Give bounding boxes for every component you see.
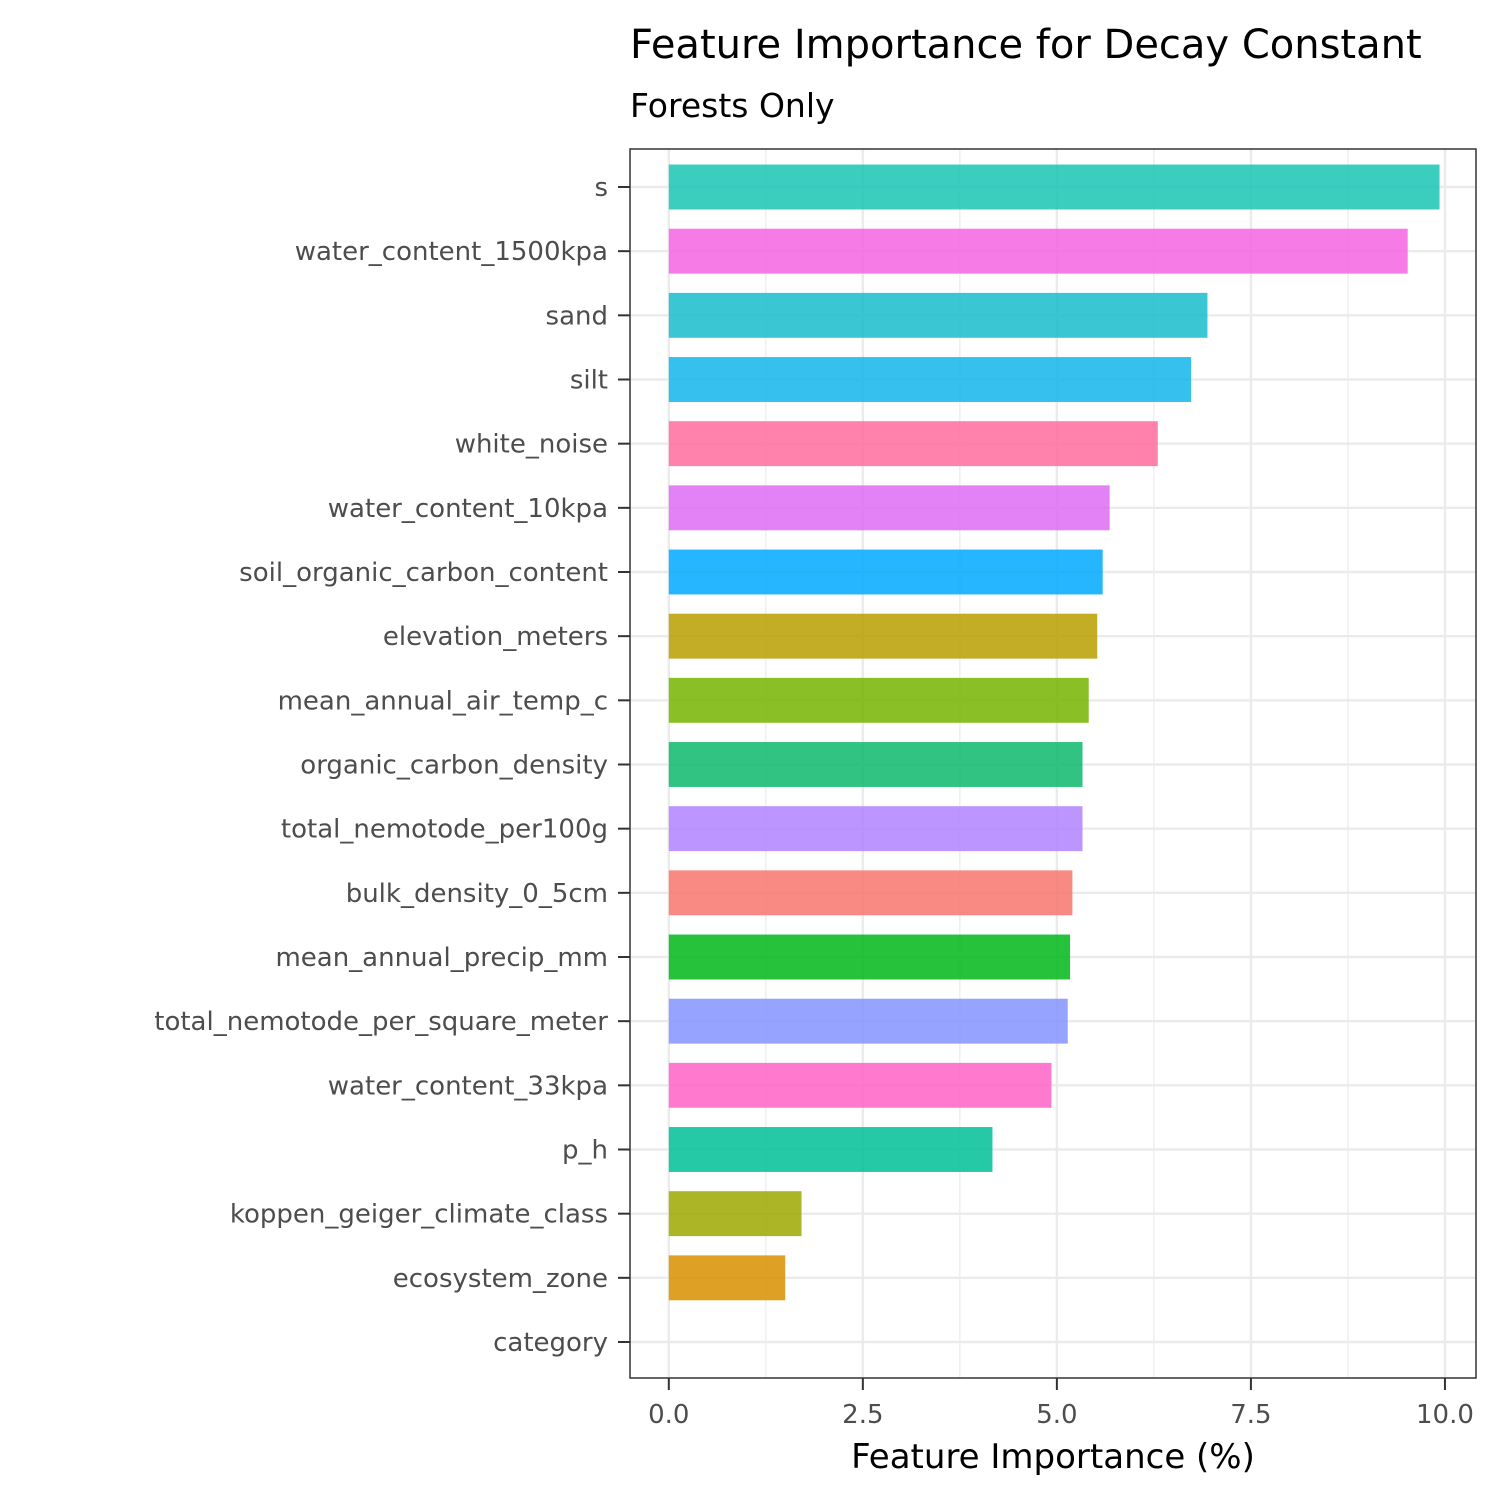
bar-koppen_geiger_climate_class	[668, 1191, 802, 1237]
bar-p_h	[668, 1127, 993, 1172]
bar-soil_organic_carbon_content	[668, 549, 1103, 595]
bar-white_noise	[668, 421, 1158, 467]
x-axis-label: Feature Importance (%)	[851, 1437, 1255, 1477]
y-tick-label: p_h	[562, 1136, 608, 1166]
bar-water_content_10kpa	[668, 485, 1110, 531]
y-tick-label: silt	[570, 366, 608, 396]
x-tick-label: 0.0	[648, 1400, 689, 1430]
bar-water_content_1500kpa	[668, 228, 1408, 274]
bar-silt	[668, 357, 1192, 402]
chart-title: Feature Importance for Decay Constant	[630, 22, 1422, 68]
bar-mean_annual_precip_mm	[668, 934, 1071, 980]
bar-organic_carbon_density	[668, 742, 1083, 787]
y-tick-label: mean_annual_air_temp_c	[278, 686, 608, 716]
bars	[668, 164, 1440, 1301]
y-tick-label: water_content_10kpa	[328, 494, 608, 524]
x-tick-label: 7.5	[1230, 1400, 1271, 1430]
bar-water_content_33kpa	[668, 1062, 1052, 1108]
y-tick-label: water_content_1500kpa	[295, 237, 608, 267]
y-tick-label: total_nemotode_per_square_meter	[154, 1007, 608, 1037]
y-tick-label: ecosystem_zone	[393, 1264, 608, 1294]
y-tick-label: total_nemotode_per100g	[281, 815, 608, 845]
y-tick-label: elevation_meters	[383, 622, 608, 652]
x-tick-label: 2.5	[842, 1400, 883, 1430]
bar-total_nemotode_per100g	[668, 806, 1083, 852]
x-tick-label: 10.0	[1416, 1400, 1474, 1430]
bar-bulk_density_0_5cm	[668, 870, 1073, 916]
y-tick-label: category	[493, 1328, 608, 1358]
y-tick-label: soil_organic_carbon_content	[239, 558, 608, 588]
bar-ecosystem_zone	[668, 1255, 786, 1301]
bar-sand	[668, 292, 1208, 338]
y-tick-label: koppen_geiger_climate_class	[230, 1200, 608, 1230]
y-tick-label: mean_annual_precip_mm	[275, 943, 608, 973]
bar-elevation_meters	[668, 613, 1098, 659]
bar-s	[668, 164, 1440, 210]
y-tick-label: bulk_density_0_5cm	[346, 879, 608, 909]
y-tick-label: s	[594, 173, 608, 203]
bar-mean_annual_air_temp_c	[668, 677, 1089, 723]
bar-total_nemotode_per_square_meter	[668, 998, 1068, 1044]
y-tick-label: sand	[546, 301, 608, 331]
x-tick-label: 5.0	[1036, 1400, 1077, 1430]
y-tick-label: white_noise	[455, 430, 608, 460]
y-tick-label: organic_carbon_density	[300, 751, 608, 781]
y-tick-label: water_content_33kpa	[328, 1071, 608, 1101]
x-axis: 0.0 2.5 5.0 7.5 10.0	[648, 1378, 1474, 1430]
chart-subtitle: Forests Only	[630, 86, 835, 125]
